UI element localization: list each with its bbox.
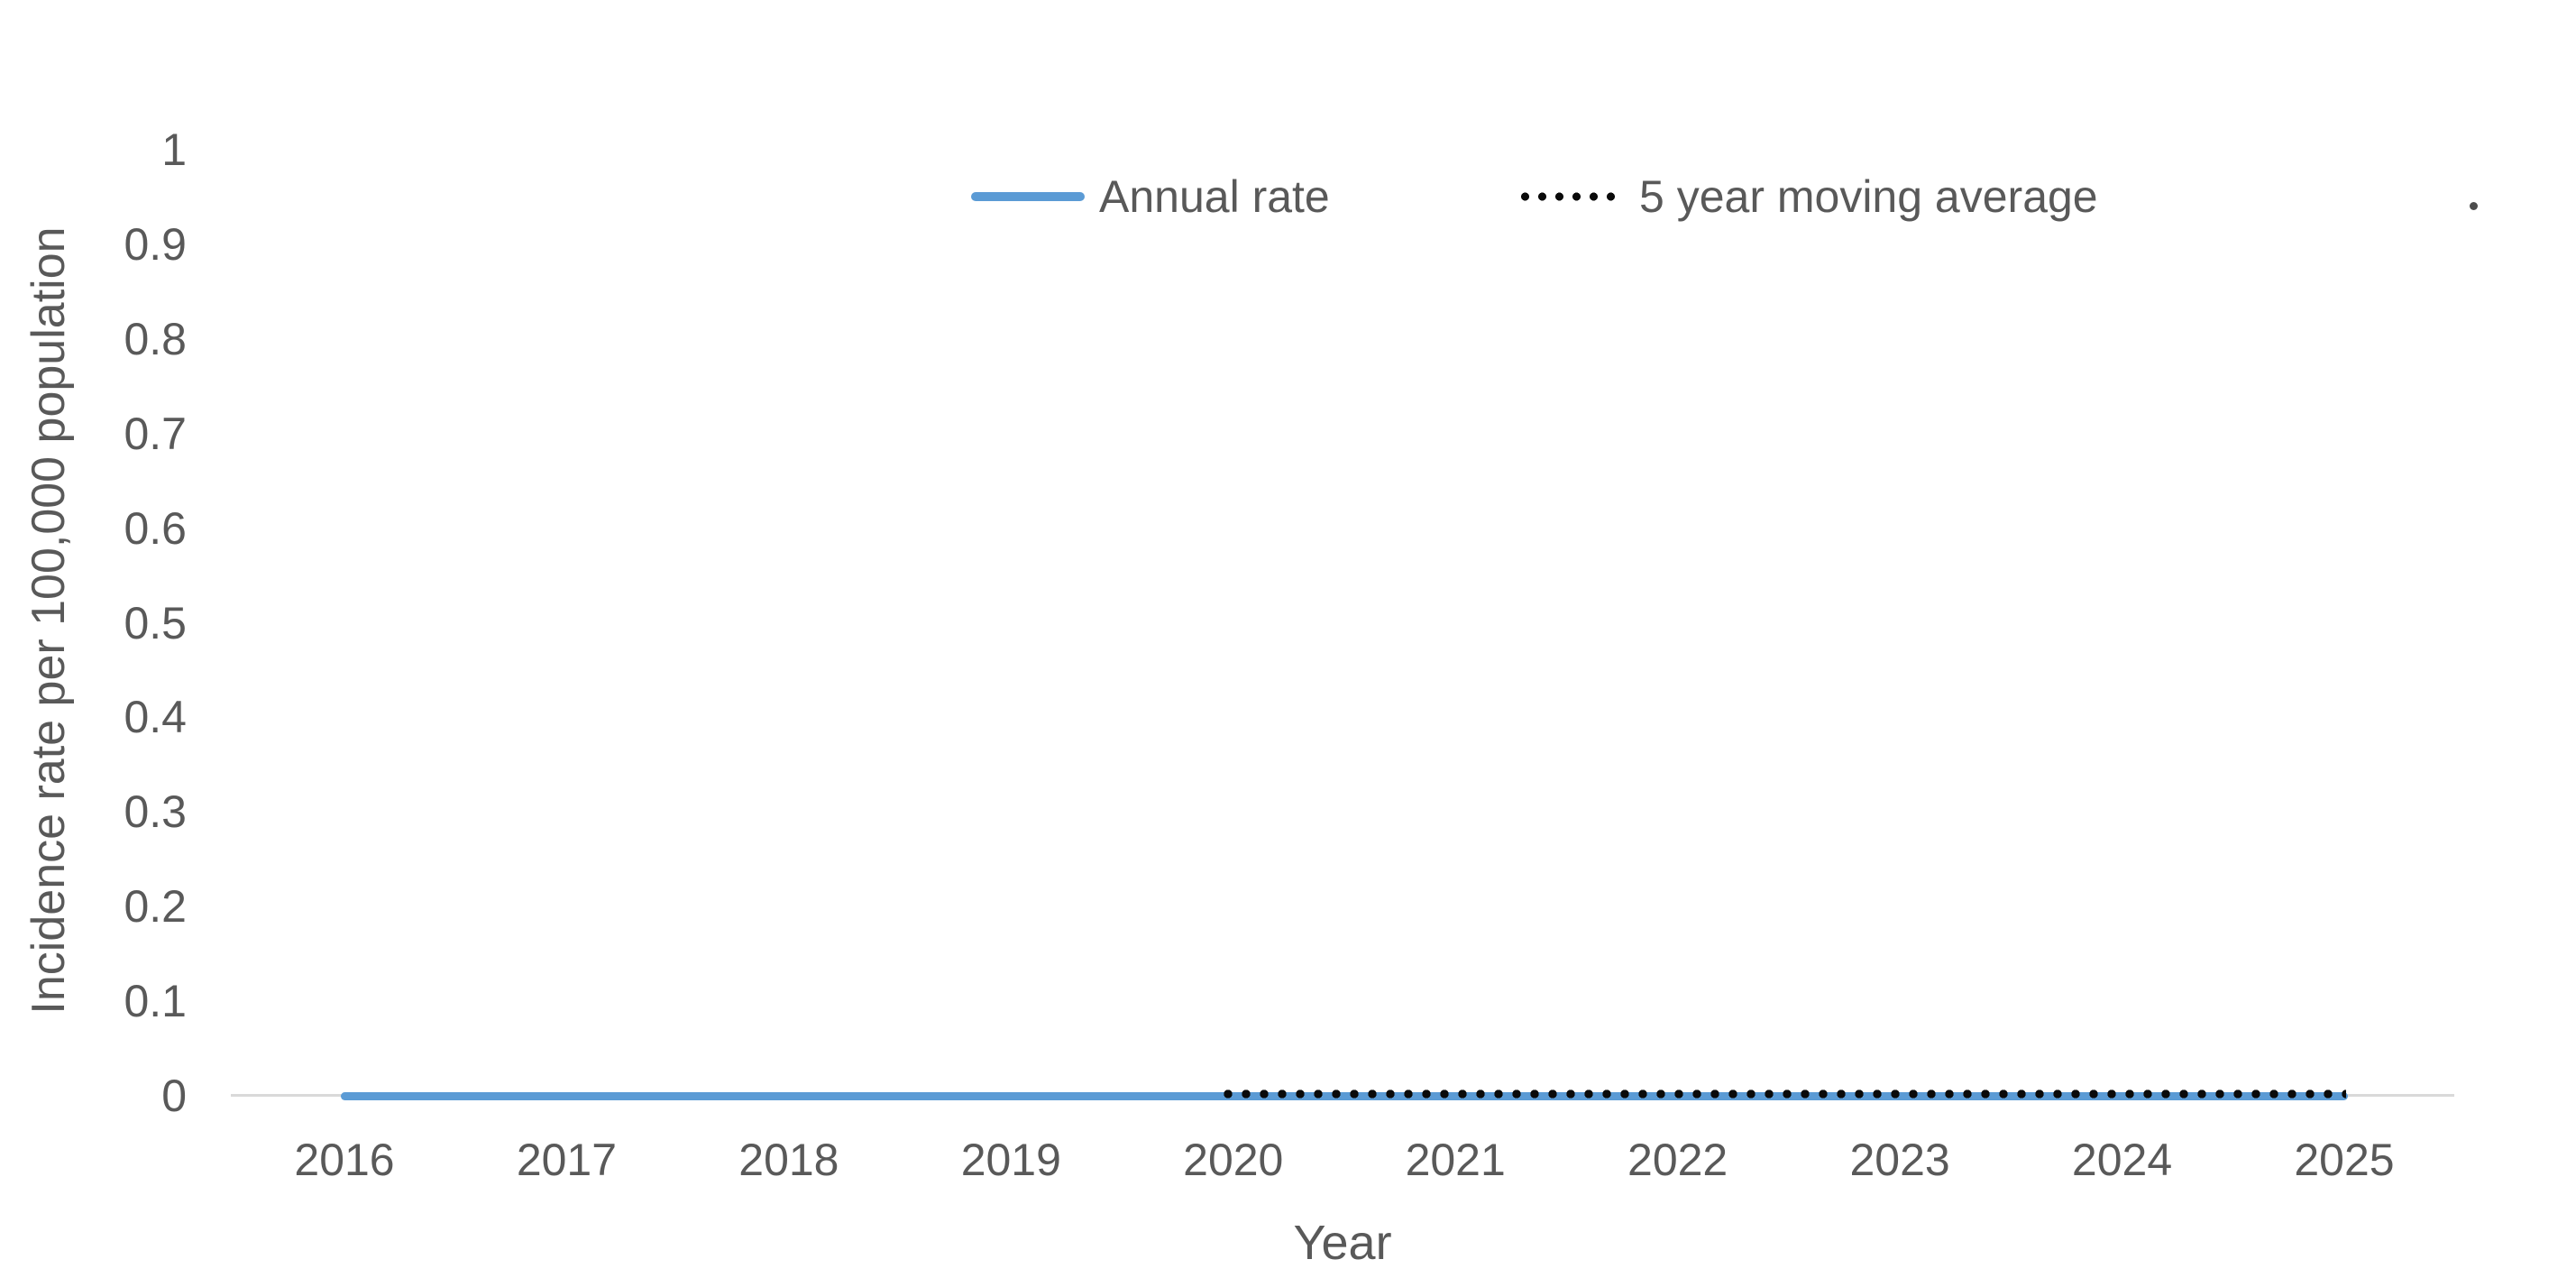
y-tick-label: 0.2: [124, 881, 187, 933]
legend-item-annual-rate: Annual rate: [971, 173, 1330, 220]
solid-line-swatch: [971, 192, 1085, 201]
y-tick-label: 0.5: [124, 597, 187, 648]
x-tick-label: 2024: [2071, 1135, 2173, 1185]
y-tick-label: 0.6: [124, 502, 187, 554]
x-tick-label: 2016: [294, 1135, 395, 1185]
y-tick-label: 0.7: [124, 408, 187, 459]
x-tick-label: 2018: [738, 1135, 839, 1185]
legend-label-annual-rate: Annual rate: [1099, 171, 1330, 222]
y-tick-label: 0.3: [124, 786, 187, 838]
y-tick-label: 0.1: [124, 976, 187, 1027]
dotted-line-swatch: [1517, 192, 1619, 201]
y-tick-label: 1: [161, 124, 187, 175]
y-tick-label: 0.8: [124, 313, 187, 364]
y-tick-label: 0.9: [124, 218, 187, 270]
series-line-moving-average: [1218, 1089, 2346, 1099]
x-tick-label: 2022: [1627, 1135, 1728, 1185]
y-tick-label: 0.4: [124, 692, 187, 743]
y-tick-label: 0: [161, 1071, 187, 1121]
x-tick-label: 2025: [2294, 1135, 2395, 1185]
x-axis-title: Year: [1293, 1216, 1392, 1270]
x-tick-label: 2023: [1849, 1135, 1950, 1185]
legend-item-moving-average: 5 year moving average: [1517, 173, 2098, 220]
x-tick-label: 2021: [1405, 1135, 1506, 1185]
x-tick-label: 2019: [960, 1135, 1061, 1185]
legend-label-moving-average: 5 year moving average: [1639, 171, 2098, 222]
legend-stray-dot: [2470, 202, 2478, 210]
x-tick-label: 2017: [516, 1135, 618, 1185]
x-tick-label: 2020: [1183, 1135, 1284, 1185]
